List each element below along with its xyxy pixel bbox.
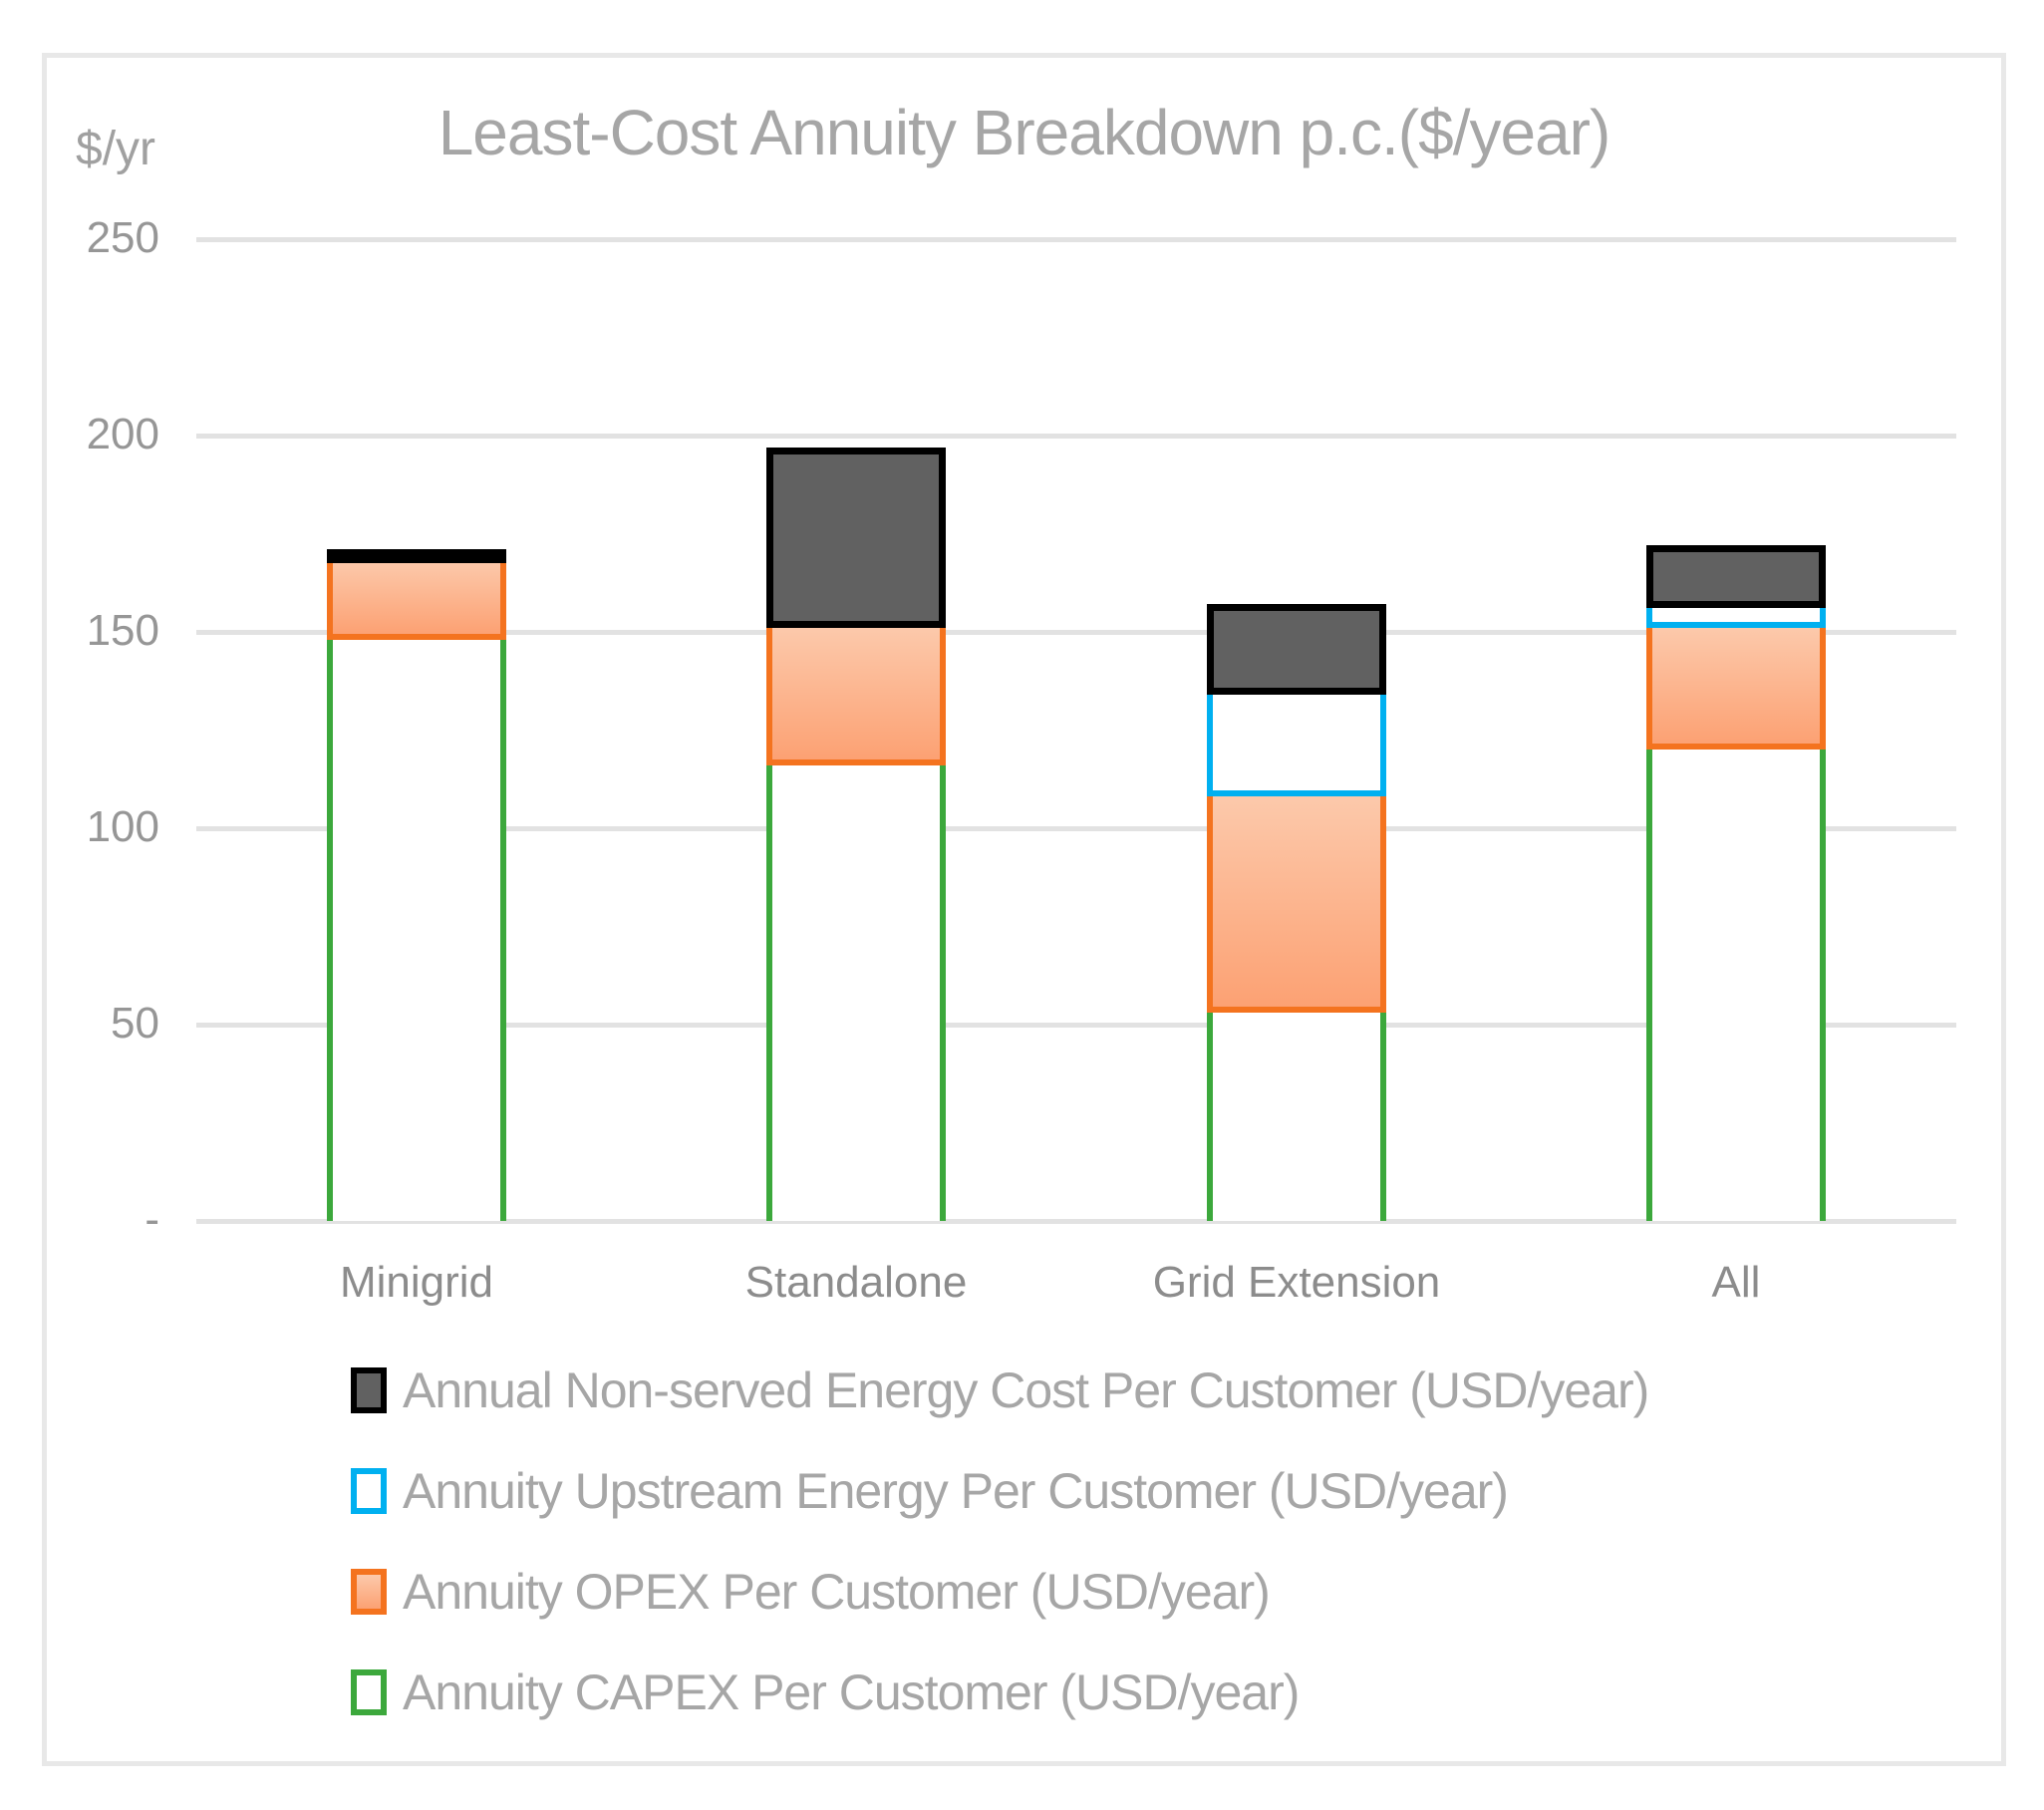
y-tick-label-150: 150 xyxy=(86,606,159,655)
gridline-200 xyxy=(196,434,1956,439)
bar-segment-capex-standalone xyxy=(766,765,946,1221)
bar-segment-capex-minigrid xyxy=(327,640,506,1221)
bar-segment-opex-grid-extension xyxy=(1207,796,1386,1013)
x-category-label-all: All xyxy=(1711,1258,1761,1307)
y-axis-unit-label: $/yr xyxy=(76,123,156,175)
y-tick-label-50: 50 xyxy=(111,999,159,1048)
legend-label-upstream: Annuity Upstream Energy Per Customer (US… xyxy=(403,1462,1509,1519)
y-tick-label-200: 200 xyxy=(86,410,159,458)
gridline-0 xyxy=(196,1219,1956,1224)
legend-item-nse: Annual Non-served Energy Cost Per Custom… xyxy=(351,1340,1649,1440)
gridline-50 xyxy=(196,1023,1956,1028)
legend-item-upstream: Annuity Upstream Energy Per Customer (US… xyxy=(351,1440,1509,1541)
bar-segment-opex-minigrid xyxy=(327,561,506,640)
y-tick-label-0: - xyxy=(145,1195,159,1244)
x-category-label-grid-extension: Grid Extension xyxy=(1152,1258,1441,1307)
legend-item-opex: Annuity OPEX Per Customer (USD/year) xyxy=(351,1541,1271,1642)
bar-segment-nse-minigrid xyxy=(327,549,506,563)
legend-item-capex: Annuity CAPEX Per Customer (USD/year) xyxy=(351,1642,1300,1742)
legend-label-capex: Annuity CAPEX Per Customer (USD/year) xyxy=(403,1663,1300,1720)
bar-segment-nse-grid-extension xyxy=(1207,604,1386,695)
legend-label-opex: Annuity OPEX Per Customer (USD/year) xyxy=(403,1563,1271,1620)
gridline-100 xyxy=(196,826,1956,831)
gridline-150 xyxy=(196,630,1956,635)
bar-segment-upstream-all xyxy=(1646,608,1826,628)
legend-label-nse: Annual Non-served Energy Cost Per Custom… xyxy=(403,1361,1649,1418)
legend-swatch-upstream-icon xyxy=(351,1467,387,1514)
bar-segment-capex-all xyxy=(1646,750,1826,1221)
bar-segment-nse-all xyxy=(1646,545,1826,608)
y-tick-label-250: 250 xyxy=(86,213,159,262)
legend-swatch-nse-icon xyxy=(351,1366,387,1413)
legend-swatch-opex-icon xyxy=(351,1568,387,1615)
bar-segment-nse-standalone xyxy=(766,448,946,628)
gridline-250 xyxy=(196,237,1956,242)
bar-segment-opex-standalone xyxy=(766,628,946,765)
bar-segment-opex-all xyxy=(1646,628,1826,750)
x-category-label-standalone: Standalone xyxy=(744,1258,968,1307)
y-tick-label-100: 100 xyxy=(86,802,159,851)
legend-swatch-capex-icon xyxy=(351,1668,387,1715)
bar-segment-upstream-grid-extension xyxy=(1207,695,1386,796)
chart-frame xyxy=(42,53,2006,1766)
bar-segment-capex-grid-extension xyxy=(1207,1013,1386,1221)
chart-title: Least-Cost Annuity Breakdown p.c.($/year… xyxy=(438,97,1611,168)
x-category-label-minigrid: Minigrid xyxy=(339,1258,494,1307)
